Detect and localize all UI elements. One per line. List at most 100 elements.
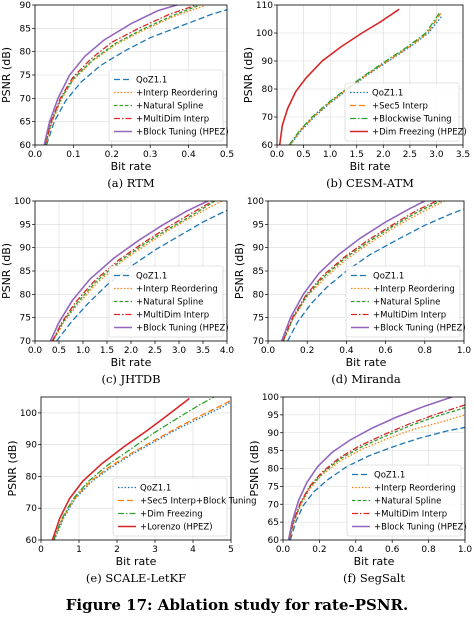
series-line-2 xyxy=(53,399,231,540)
y-tick-label: 100 xyxy=(262,393,279,403)
legend-entry: +Interp Reordering xyxy=(373,285,455,295)
x-tick-label: 2.0 xyxy=(376,150,391,160)
y-tick-label: 70 xyxy=(20,94,32,104)
y-tick-label: 100 xyxy=(14,197,31,207)
x-tick-label: 2.5 xyxy=(148,346,162,356)
legend: QoZ1.1 +Interp Reordering +Natural Spline +… xyxy=(108,69,229,142)
x-tick-label: 1 xyxy=(76,545,82,555)
x-tick-label: 1.0 xyxy=(323,150,338,160)
legend-entry: +Interp Reordering xyxy=(136,285,218,295)
y-tick-label: 75 xyxy=(20,314,31,324)
y-tick-label: 80 xyxy=(262,85,274,95)
x-tick-label: 1.0 xyxy=(458,545,473,555)
legend-entry: +Interp Reordering xyxy=(136,89,218,99)
x-tick-label: 0.0 xyxy=(28,346,43,356)
y-tick-label: 95 xyxy=(20,220,31,230)
x-tick-label: 2.0 xyxy=(124,346,139,356)
series-line-1 xyxy=(287,208,464,341)
x-tick-label: 0.8 xyxy=(421,545,436,555)
y-tick-label: 75 xyxy=(253,314,264,324)
legend-entry: +Natural Spline xyxy=(374,497,441,507)
y-tick-label: 90 xyxy=(268,429,280,439)
series-line-3 xyxy=(288,13,440,145)
x-tick-label: 1.0 xyxy=(76,346,91,356)
y-tick-label: 75 xyxy=(268,482,279,492)
series-line-4 xyxy=(51,201,213,341)
x-tick-label: 0 xyxy=(38,545,44,555)
chart-panel-1: 0.0 0.1 0.2 0.3 0.4 0.5 60 65 70 75 80 85 90 Bit rate… xyxy=(0,1,234,190)
plot-frame xyxy=(276,4,464,146)
y-tick-label: 85 xyxy=(268,447,279,457)
legend-entry: +Natural Spline xyxy=(136,298,203,308)
legend-entry: QoZ1.1 xyxy=(140,484,171,494)
y-tick-label: 80 xyxy=(26,472,38,482)
x-tick-label: 0.0 xyxy=(270,150,285,160)
x-tick-label: 3 xyxy=(152,545,158,555)
y-tick-label: 60 xyxy=(268,536,280,546)
legend-entry: QoZ1.1 xyxy=(136,272,167,282)
x-tick-label: 0.0 xyxy=(261,346,276,356)
y-tick-label: 60 xyxy=(262,141,274,151)
y-tick-label: 75 xyxy=(20,71,31,81)
y-tick-label: 100 xyxy=(247,197,264,207)
x-tick-label: 4.0 xyxy=(220,346,235,356)
x-tick-label: 0.4 xyxy=(339,346,354,356)
y-axis-label: PSNR (dB) xyxy=(248,440,261,496)
subfigure-caption: (f) SegSalt xyxy=(343,571,405,585)
legend-box xyxy=(344,82,460,142)
x-tick-label: 3.0 xyxy=(172,346,187,356)
y-tick-label: 100 xyxy=(20,409,37,419)
legend-entry: +Natural Spline xyxy=(136,102,203,112)
legend-entry: +Natural Spline xyxy=(373,298,440,308)
x-tick-label: 1.5 xyxy=(100,346,114,356)
y-tick-label: 65 xyxy=(20,118,31,128)
chart-panel-2: 0.0 0.5 1.0 1.5 2.0 2.5 3.0 3.5 60 70 80 90 100 110 Bi… xyxy=(242,1,470,190)
legend: QoZ1.1 +Sec5 Interp +Blockwise Tuning +Dim … xyxy=(344,82,467,142)
subfigure-caption: (d) Miranda xyxy=(331,372,401,386)
chart-panel-4: 0.0 0.2 0.4 0.6 0.8 1.0 70 75 80 85 90 95 100 Bit rat… xyxy=(233,197,471,386)
x-tick-label: 0.2 xyxy=(105,150,119,160)
series-line-3 xyxy=(52,397,215,540)
y-tick-label: 80 xyxy=(268,465,280,475)
legend-entry: +MultiDim Interp xyxy=(374,510,447,520)
legend: QoZ1.1 +Sec5 Interp+Block Tuning +Dim Free… xyxy=(112,477,257,537)
x-tick-label: 2.5 xyxy=(403,150,417,160)
y-tick-label: 60 xyxy=(26,536,38,546)
y-axis-label: PSNR (dB) xyxy=(0,47,13,103)
y-tick-label: 90 xyxy=(253,244,265,254)
x-tick-label: 3.5 xyxy=(196,346,210,356)
legend-entry: +Lorenzo (HPEZ) xyxy=(140,523,213,533)
legend-box xyxy=(345,265,461,338)
legend-box xyxy=(112,477,228,537)
legend: QoZ1.1 +Interp Reordering +Natural Spline +… xyxy=(346,464,467,537)
subfigure-caption: (a) RTM xyxy=(107,176,155,190)
series-line-4 xyxy=(51,397,190,540)
y-axis-label: PSNR (dB) xyxy=(0,243,13,299)
plot-frame xyxy=(40,396,232,541)
series-line-1 xyxy=(45,9,227,145)
legend-entry: +Sec5 Interp+Block Tuning xyxy=(140,497,257,507)
y-tick-label: 85 xyxy=(253,267,264,277)
legend-entry: QoZ1.1 xyxy=(373,272,404,282)
y-axis-label: PSNR (dB) xyxy=(6,440,19,496)
x-tick-label: 0.2 xyxy=(312,545,326,555)
y-tick-label: 70 xyxy=(253,337,265,347)
x-axis-label: Bit rate xyxy=(346,356,387,369)
chart-panel-5: 0 1 2 3 4 5 60 70 80 90 100 Bit rate PSNR (dB) QoZ1.1… xyxy=(6,396,257,585)
x-axis-label: Bit rate xyxy=(116,555,157,568)
x-tick-label: 1.0 xyxy=(457,346,472,356)
y-axis-label: PSNR (dB) xyxy=(233,243,246,299)
series-line-5 xyxy=(43,5,178,145)
subfigure-caption: (b) CESM-ATM xyxy=(326,176,414,190)
legend-entry: +Sec5 Interp xyxy=(372,102,428,112)
x-axis-label: Bit rate xyxy=(111,160,152,173)
x-tick-label: 0.6 xyxy=(378,346,393,356)
y-tick-label: 90 xyxy=(26,441,38,451)
legend-entry: +Block Tuning (HPEZ) xyxy=(374,523,467,533)
chart-panel-3: 0.0 0.5 1.0 1.5 2.0 2.5 3.0 3.5 4.0 70 75 80 85 90 95 1… xyxy=(0,197,234,386)
y-tick-label: 70 xyxy=(262,113,274,123)
series-line-5 xyxy=(287,397,453,540)
x-tick-label: 0.2 xyxy=(300,346,314,356)
y-tick-label: 80 xyxy=(20,290,32,300)
x-axis-label: Bit rate xyxy=(111,356,152,369)
